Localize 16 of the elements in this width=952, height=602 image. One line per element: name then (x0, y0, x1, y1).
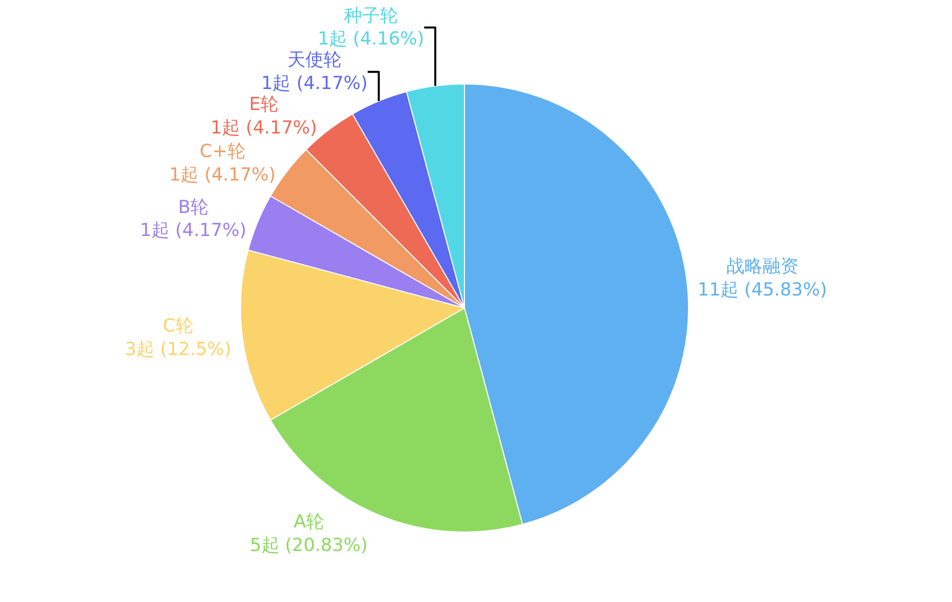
data-label: 1起 (4.17%) (169, 164, 276, 186)
data-label: 5起 (20.83%) (250, 535, 368, 556)
data-label: 11起 (45.83%) (698, 280, 827, 301)
slice-label: B轮 (178, 196, 208, 218)
data-label: 1起 (4.17%) (140, 220, 246, 242)
slice-label: 天使轮 (287, 50, 342, 71)
slice-label: E轮 (249, 94, 279, 116)
data-label: 1起 (4.17%) (210, 118, 318, 139)
data-label: 1起 (4.17%) (261, 73, 368, 94)
slice-label: C轮 (162, 315, 194, 336)
slice-label: C+轮 (200, 141, 246, 162)
data-label: 1起 (4.16%) (318, 28, 424, 50)
slice-label: 种子轮 (344, 5, 398, 26)
slice-label: A轮 (294, 512, 324, 533)
slice-label: 战略融资 (726, 256, 798, 278)
data-label: 3起 (12.5%) (124, 338, 232, 360)
